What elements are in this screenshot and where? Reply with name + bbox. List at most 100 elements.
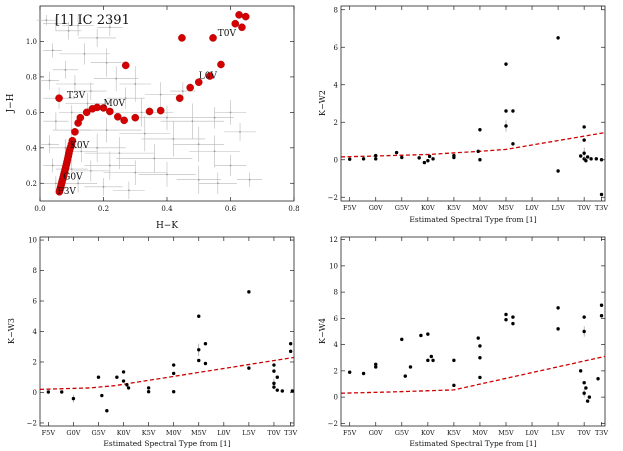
data-points [46, 290, 295, 413]
x-tick-label: 0.0 [34, 205, 45, 213]
y-tick-label: 6 [334, 315, 339, 323]
red-point [68, 136, 77, 145]
grey-point [143, 132, 146, 135]
data-point [429, 354, 434, 359]
panel-k-w2: −2 0 2 4 6 8 F5V G0V G5V K0V K5V M0V M5V L0V L5V T0V T3V… [318, 5, 608, 224]
y-tick-label: 10 [329, 262, 338, 270]
x-tick-label: F5V [343, 429, 357, 437]
plot-frame [39, 236, 295, 427]
y-tick-label: 8 [33, 267, 37, 275]
data-point [427, 154, 432, 159]
y-tick-label: 6 [33, 298, 38, 306]
x-tick-label: T3V [595, 429, 608, 437]
data-point [504, 62, 508, 66]
x-tick-label: K0V [421, 429, 435, 437]
y-tick-label: 4 [334, 341, 339, 349]
data-points [347, 36, 604, 197]
data-point [347, 157, 352, 161]
data-point [105, 409, 109, 413]
data-point [584, 386, 588, 390]
grey-point [89, 169, 92, 172]
x-axis-label: H−K [156, 221, 178, 231]
grey-point [239, 130, 241, 133]
x-tick-label: L5V [552, 429, 565, 437]
y-axis-label: J−H [6, 93, 16, 113]
red-point [55, 94, 63, 102]
x-tick-label: 0.8 [288, 205, 299, 213]
data-point [417, 156, 421, 160]
x-tick-label: G0V [66, 429, 80, 437]
data-point [96, 375, 101, 379]
grey-point [181, 90, 184, 92]
data-point [288, 341, 293, 346]
data-point [400, 337, 404, 342]
grey-point [140, 111, 143, 114]
axis-ticks: −2 0 2 4 6 8 10 F5V G0V G5V K0V K5V M0V M5V L0V L5V T0V T… [27, 237, 298, 437]
x-tick-label: T0V [578, 429, 591, 437]
data-point [426, 158, 430, 163]
grey-point [67, 29, 70, 32]
grey-point [96, 146, 99, 149]
data-point [511, 142, 515, 146]
x-tick-label: T0V [578, 204, 591, 212]
data-point [452, 358, 456, 363]
data-point [171, 390, 176, 394]
data-point [197, 358, 201, 363]
x-tick-label: K5V [447, 204, 461, 212]
model-line-path [39, 356, 295, 391]
grey-point [159, 93, 162, 96]
x-tick-label: F5V [343, 204, 357, 212]
data-point [71, 396, 76, 401]
data-point [582, 138, 586, 142]
plot-frame [340, 5, 606, 202]
data-point [585, 399, 590, 403]
x-tick-label: G0V [369, 429, 383, 437]
data-point [46, 390, 51, 394]
x-tick-label: L5V [242, 429, 255, 437]
grey-point [70, 111, 73, 114]
grey-point [70, 168, 73, 170]
data-point [171, 363, 176, 367]
data-point [511, 315, 515, 319]
spectral-type-annotation: L0V [199, 72, 218, 82]
data-point [146, 390, 151, 394]
x-tick-label: K0V [421, 204, 435, 212]
y-tick-label: 8 [334, 289, 338, 297]
grey-point [54, 22, 57, 25]
x-tick-label: G5V [91, 429, 105, 437]
grey-point [89, 90, 92, 92]
grey-point [216, 182, 219, 185]
data-point [426, 332, 430, 336]
grey-point [229, 111, 232, 114]
data-point [511, 321, 515, 326]
grey-point [108, 26, 111, 29]
data-point [582, 125, 586, 129]
data-point [197, 314, 201, 318]
red-point [121, 61, 130, 70]
red-point [156, 106, 165, 115]
grey-point [229, 164, 232, 167]
y-tick-label: 6 [334, 44, 339, 52]
x-tick-label: G0V [369, 204, 383, 212]
data-point [556, 169, 560, 173]
data-point [374, 153, 378, 158]
x-tick-label: K0V [117, 429, 131, 437]
data-point [589, 157, 593, 161]
model-line-path [340, 131, 606, 158]
y-tick-label: 4 [33, 328, 38, 336]
grey-point [134, 83, 137, 85]
x-tick-label: M0V [472, 204, 488, 212]
y-tick-label: 8 [334, 6, 338, 14]
data-point [374, 362, 378, 367]
grey-point [118, 152, 121, 155]
data-point [452, 383, 456, 388]
y-tick-label: 2 [33, 358, 37, 366]
red-model-points [55, 11, 250, 196]
data-point [275, 375, 279, 379]
x-tick-label: T3V [284, 429, 297, 437]
data-point [578, 369, 583, 373]
data-point [272, 385, 276, 389]
data-point [431, 157, 435, 161]
grey-point [248, 178, 251, 181]
